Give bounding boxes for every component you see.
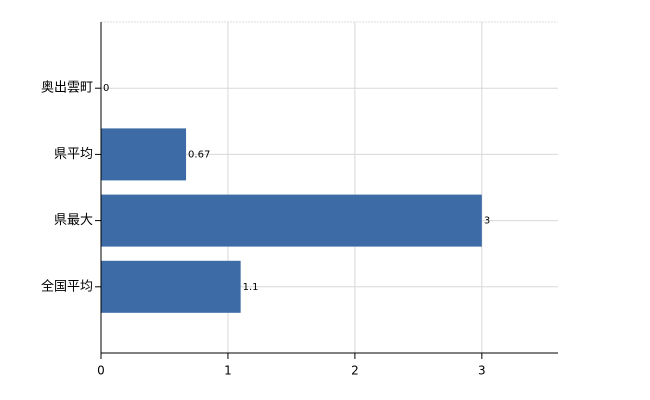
- value-label: 0.67: [188, 149, 210, 160]
- y-tick-label: 県平均: [54, 147, 93, 162]
- x-tick-label: 0: [97, 364, 105, 378]
- y-tick-label: 県最大: [54, 213, 93, 228]
- value-label: 1.1: [243, 282, 259, 293]
- bar: [101, 194, 482, 247]
- x-tick-label: 1: [224, 364, 232, 378]
- x-tick-label: 2: [351, 364, 359, 378]
- bar: [101, 260, 241, 313]
- bar: [101, 128, 187, 181]
- y-tick-label: 奥出雲町: [41, 81, 93, 96]
- x-tick-label: 3: [478, 364, 486, 378]
- value-label: 3: [484, 216, 490, 227]
- y-tick-label: 全国平均: [41, 278, 93, 294]
- value-label: 0: [103, 83, 109, 94]
